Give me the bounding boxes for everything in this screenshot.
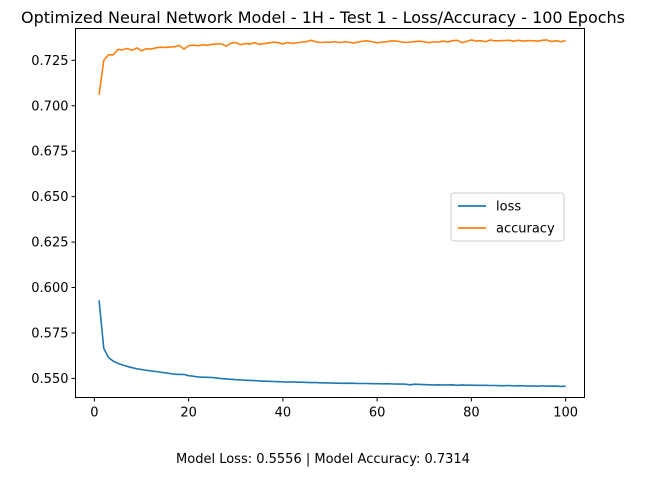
model-metrics-caption: Model Loss: 0.5556 | Model Accuracy: 0.7…	[176, 452, 470, 467]
axes-frame	[75, 28, 585, 398]
series-line-accuracy	[98, 39, 566, 95]
y-tick-label: 0.675	[31, 145, 68, 160]
legend-label-loss: loss	[496, 200, 521, 215]
y-tick-label: 0.700	[31, 99, 68, 114]
x-tick-label: 20	[180, 406, 197, 421]
x-tick-label: 100	[553, 406, 578, 421]
x-axis: 0 20 40 60 80 100	[90, 397, 578, 421]
x-tick-label: 40	[275, 406, 292, 421]
y-tick-label: 0.650	[31, 190, 68, 205]
series-line-loss	[98, 300, 566, 388]
legend: loss accuracy	[450, 192, 565, 242]
y-tick-label: 0.725	[31, 54, 68, 69]
x-tick-label: 80	[463, 406, 480, 421]
chart-title: Optimized Neural Network Model - 1H - Te…	[21, 8, 625, 27]
y-axis: 0.550 0.575 0.600 0.625 0.650 0.675 0.700 0.725	[31, 54, 76, 387]
x-tick-label: 0	[90, 406, 98, 421]
y-tick-label: 0.600	[31, 281, 68, 296]
legend-box	[450, 192, 565, 242]
y-tick-label: 0.575	[31, 326, 68, 341]
y-tick-label: 0.550	[31, 372, 68, 387]
y-tick-label: 0.625	[31, 236, 68, 251]
legend-label-accuracy: accuracy	[496, 222, 555, 237]
plot-area	[98, 39, 566, 388]
x-tick-label: 60	[369, 406, 386, 421]
